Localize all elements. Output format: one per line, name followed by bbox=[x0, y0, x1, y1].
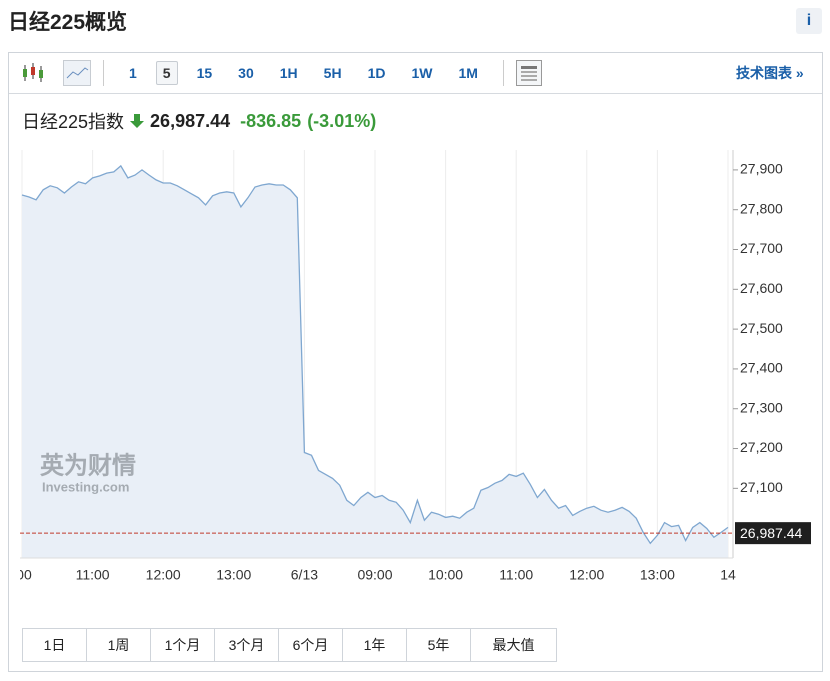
table-icon[interactable] bbox=[515, 60, 542, 86]
range-button[interactable]: 5年 bbox=[407, 629, 471, 661]
line-icon[interactable] bbox=[63, 60, 91, 86]
page-title: 日经225概览 bbox=[8, 11, 128, 34]
range-button[interactable]: 1周 bbox=[87, 629, 151, 661]
index-name: 日经225指数 bbox=[22, 112, 125, 132]
range-button[interactable]: 最大值 bbox=[492, 637, 535, 653]
chart: 27,100 27,200 27,300 27,400 27,500 27,600 27,7… bbox=[12, 150, 811, 583]
watermark: Investing.com bbox=[42, 479, 129, 494]
x-tick-label: 13:00 bbox=[640, 567, 675, 583]
x-tick-label: 09:00 bbox=[357, 567, 392, 583]
last-price-label: 26,987.44 bbox=[740, 525, 802, 541]
panel bbox=[8, 52, 823, 672]
change: -836.85 bbox=[240, 110, 302, 131]
y-tick-label: 27,800 bbox=[740, 200, 783, 216]
x-tick-label: 13:00 bbox=[216, 567, 251, 583]
interval-group: 1 5 15 30 1H 5H 1D 1W 1M bbox=[116, 61, 491, 85]
range-button[interactable]: 1个月 bbox=[151, 629, 215, 661]
change-pct: (-3.01%) bbox=[307, 110, 377, 131]
down-arrow bbox=[130, 114, 145, 128]
interval-button[interactable]: 5 bbox=[155, 61, 178, 85]
interval-button[interactable]: 1H bbox=[279, 65, 298, 81]
watermark: 英为财情 bbox=[40, 452, 136, 479]
divider bbox=[502, 60, 504, 86]
x-labels: :00 11:00 12:00 13:00 6/13 09:00 10:00 11:00 12:… bbox=[12, 567, 736, 583]
x-tick-label: 10:00 bbox=[428, 567, 463, 583]
quote: 日经225指数 26,987.44 -836.85 (-3.01%) bbox=[22, 108, 376, 134]
x-tick-label: :00 bbox=[12, 567, 32, 583]
range-button[interactable]: 1年 bbox=[343, 629, 407, 661]
interval-button[interactable]: 30 bbox=[238, 65, 254, 81]
interval-button[interactable]: 1 bbox=[129, 65, 137, 81]
x-tick-label: 6/13 bbox=[291, 567, 318, 583]
line bbox=[21, 164, 729, 545]
y-tick-label: 27,300 bbox=[740, 399, 783, 415]
y-tick-label: 27,900 bbox=[740, 161, 783, 177]
toolbar: 1 5 15 30 1H 5H 1D 1W 1M bbox=[9, 53, 822, 94]
y-tick-label: 27,500 bbox=[740, 320, 783, 336]
y-tick-label: 27,400 bbox=[740, 360, 783, 376]
range-group: 1日 1周 1个月 3个月 6个月 1年 5年 最大值 bbox=[22, 628, 557, 662]
price: 26,987.44 bbox=[150, 110, 231, 131]
range-button[interactable]: 6个月 bbox=[279, 629, 343, 661]
y-tick-label: 27,100 bbox=[740, 479, 783, 495]
x-tick-label: 11:00 bbox=[76, 567, 110, 583]
last-price-box bbox=[735, 522, 811, 545]
x-tick-label: 12:00 bbox=[569, 567, 604, 583]
x-tick-label: 14 bbox=[720, 567, 736, 583]
info-button[interactable]: i bbox=[796, 8, 822, 34]
interval-button[interactable]: 5H bbox=[323, 65, 342, 81]
y-tick-label: 27,700 bbox=[740, 240, 783, 256]
area bbox=[22, 165, 728, 558]
interval-button[interactable]: 1W bbox=[411, 65, 433, 81]
x-tick-label: 11:00 bbox=[499, 567, 533, 583]
candle-icon[interactable] bbox=[19, 61, 49, 85]
range-button[interactable]: 1日 bbox=[23, 629, 87, 661]
y-tick-label: 27,200 bbox=[740, 439, 783, 455]
range-button[interactable]: 3个月 bbox=[215, 629, 279, 661]
x-tick-label: 12:00 bbox=[146, 567, 181, 583]
divider bbox=[103, 60, 104, 86]
interval-button[interactable]: 15 bbox=[196, 65, 213, 81]
tech-chart-link[interactable]: 技术图表 » bbox=[736, 65, 804, 81]
interval-button[interactable]: 1D bbox=[367, 65, 386, 81]
interval-button[interactable]: 1M bbox=[458, 65, 478, 81]
y-tick-label: 27,600 bbox=[740, 280, 783, 296]
